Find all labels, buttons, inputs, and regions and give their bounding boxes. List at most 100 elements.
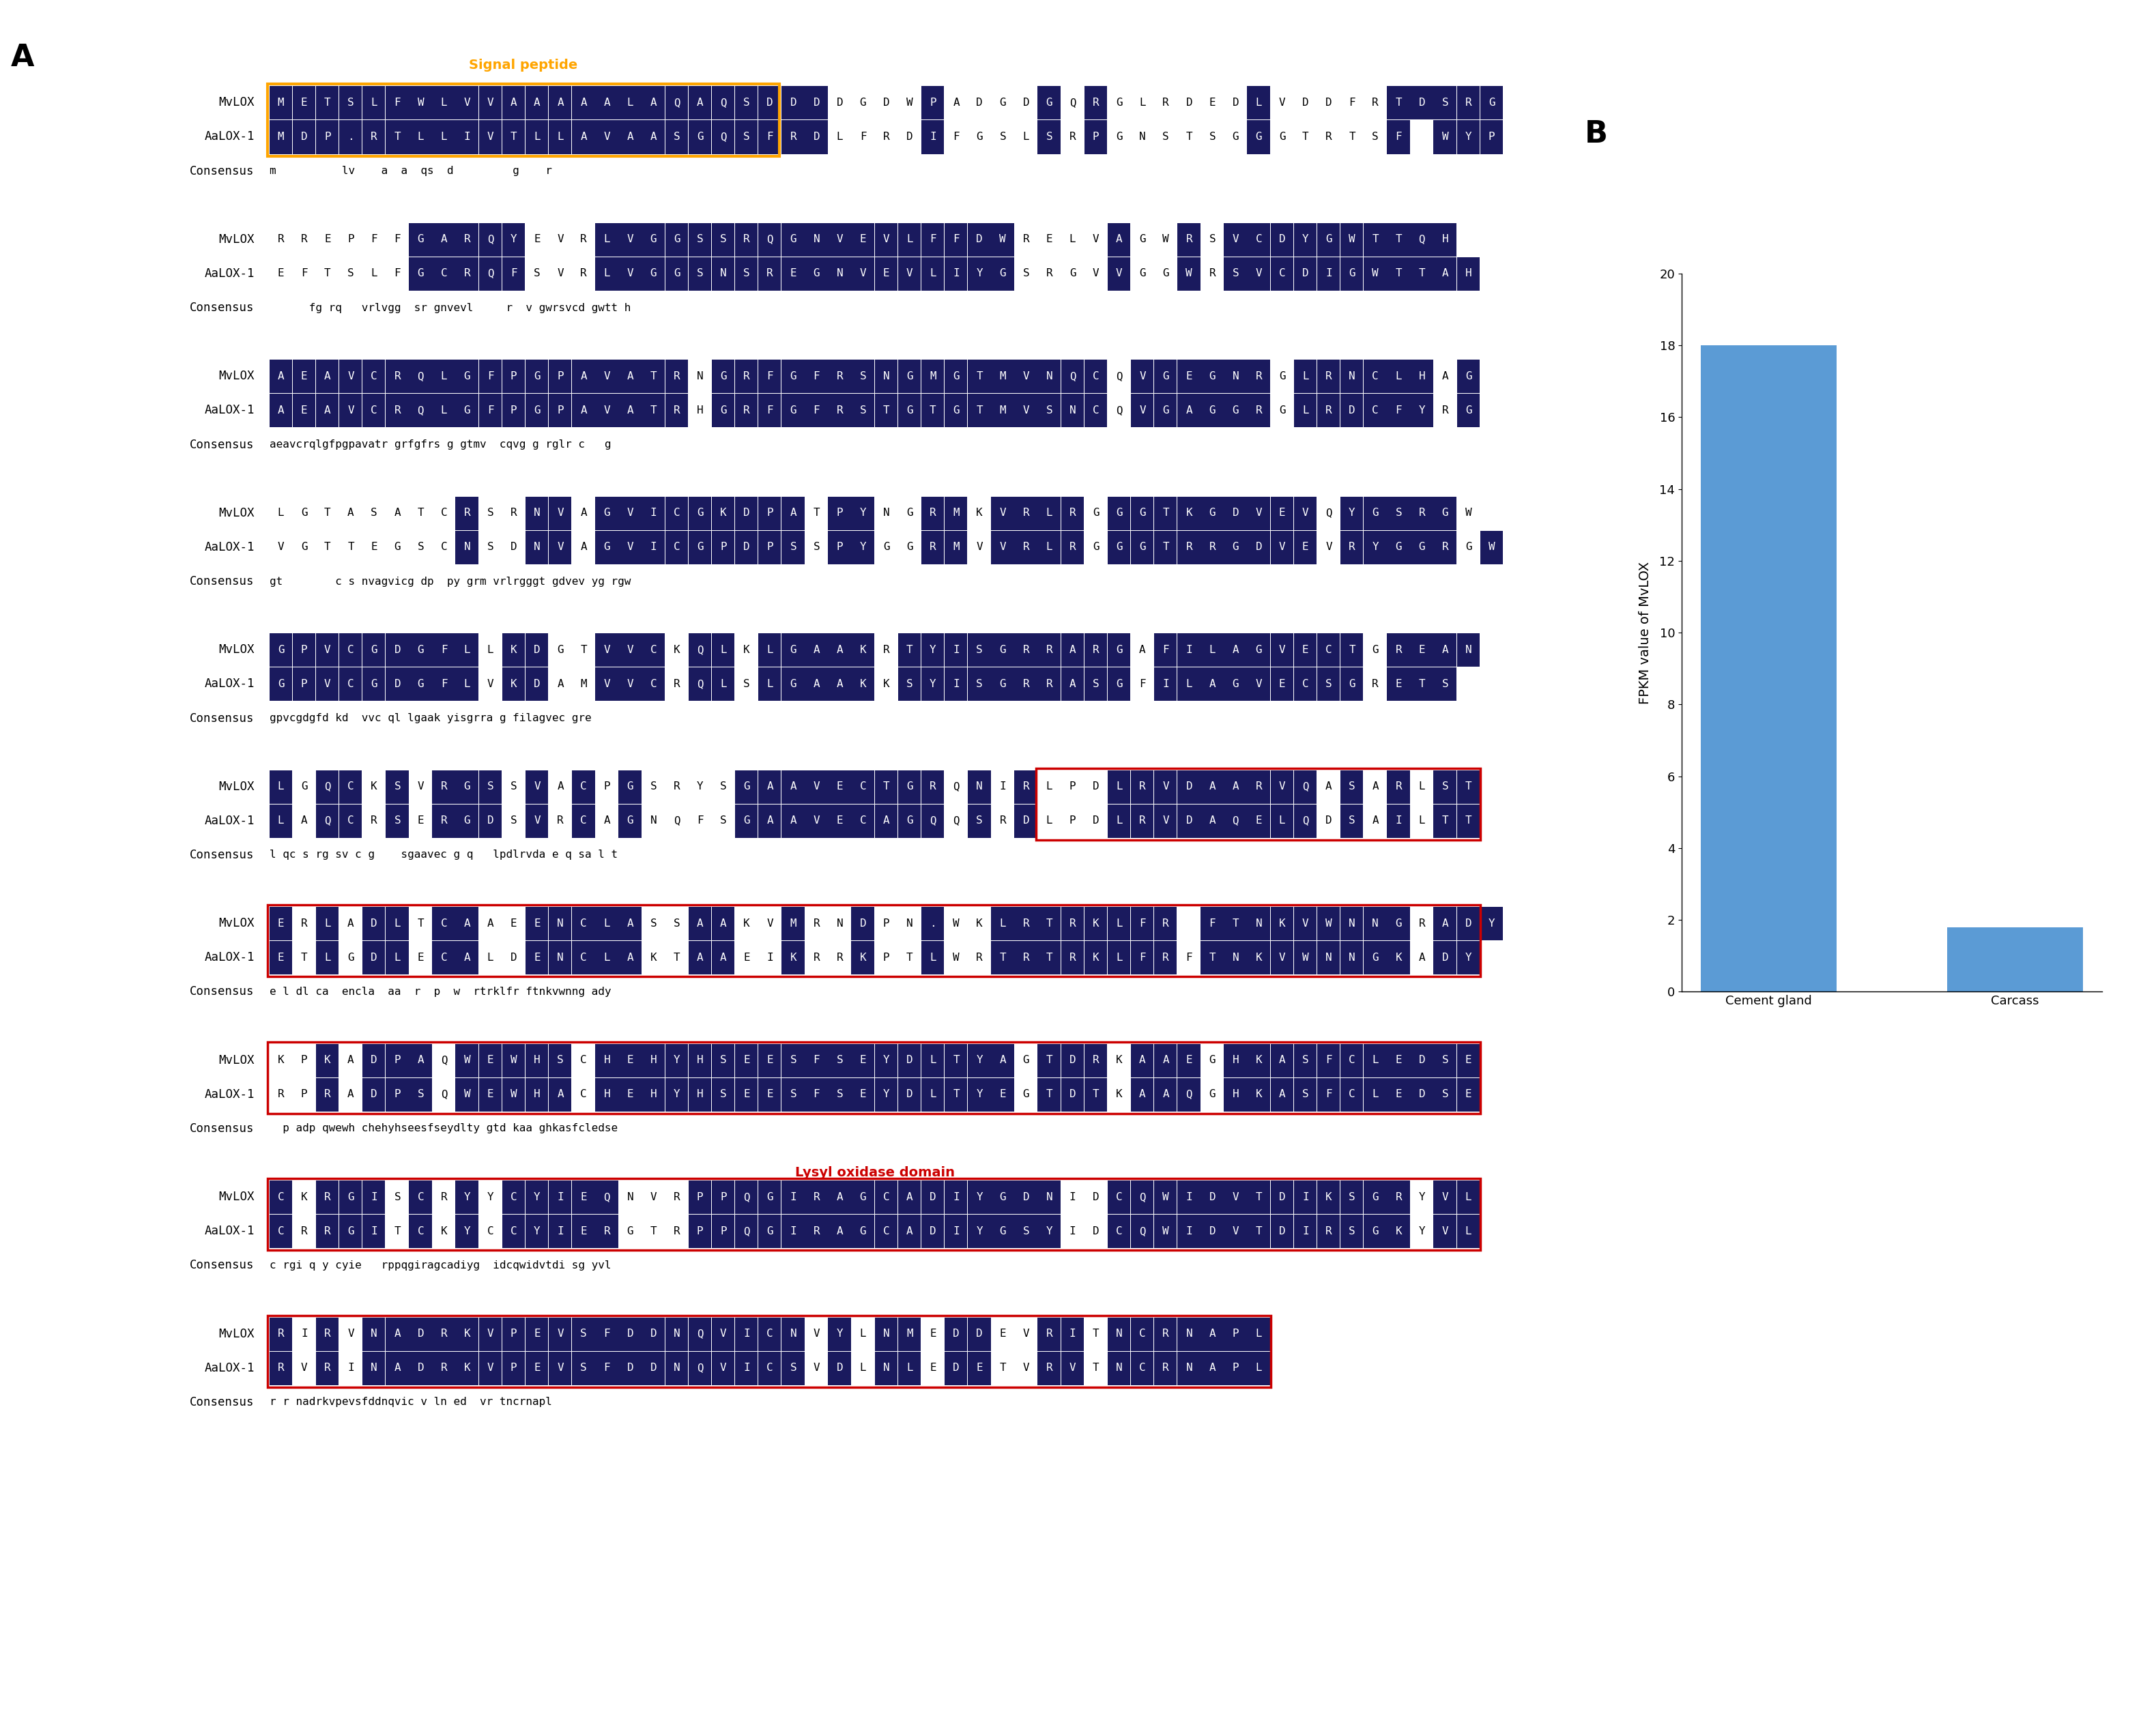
Text: L: L [1302,371,1309,381]
Bar [921,906,944,941]
Bar [1365,941,1386,975]
Bar [828,359,852,393]
Text: R: R [744,405,750,416]
Text: V: V [323,645,330,655]
Text: T: T [1046,1055,1052,1065]
Bar [1015,496,1037,530]
Bar [852,393,873,427]
Bar [899,667,921,701]
Text: C: C [673,542,679,552]
Bar [944,530,968,564]
Text: A: A [627,918,634,929]
Text: P: P [511,1363,517,1373]
Text: T: T [1350,132,1356,142]
Text: E: E [535,1329,541,1339]
Bar [293,633,315,667]
Text: E: E [418,952,425,963]
Bar [780,770,804,804]
Bar [1084,393,1106,427]
Bar [410,667,431,701]
Text: L: L [440,132,446,142]
Text: G: G [535,405,541,416]
Bar [1037,393,1061,427]
Bar [875,359,897,393]
Text: P: P [696,1192,703,1202]
Bar [1386,804,1410,838]
Text: G: G [1046,97,1052,108]
Bar [1037,359,1061,393]
Text: Y: Y [535,1226,541,1236]
Text: S: S [1046,132,1052,142]
Text: D: D [1186,781,1192,792]
Bar [759,667,780,701]
Bar [968,804,990,838]
Text: Y: Y [1371,542,1378,552]
Text: A: A [1279,1055,1285,1065]
Text: L: L [1186,679,1192,689]
Bar [1341,393,1363,427]
Text: K: K [977,918,983,929]
Bar [1341,1043,1363,1077]
Text: N: N [1186,1363,1192,1373]
Text: S: S [1162,132,1169,142]
Bar [711,393,735,427]
Text: L: L [768,679,774,689]
Text: T: T [651,1226,658,1236]
Text: A: A [1069,679,1076,689]
Text: Y: Y [977,1192,983,1202]
Bar [1177,667,1201,701]
Text: K: K [884,679,890,689]
Bar [479,1043,502,1077]
Text: T: T [1442,816,1449,826]
Bar [1434,496,1455,530]
Bar [852,256,873,291]
Bar [479,222,502,256]
Text: H: H [1419,371,1425,381]
Text: L: L [1046,781,1052,792]
Text: L: L [418,132,425,142]
Text: V: V [977,542,983,552]
Text: W: W [1162,234,1169,245]
Bar [595,120,619,154]
Bar [1434,1180,1455,1214]
Bar [1294,1043,1317,1077]
Bar [735,1077,757,1112]
Text: C: C [580,781,586,792]
Bar [1225,1077,1246,1112]
Text: D: D [906,1055,912,1065]
Text: R: R [580,268,586,279]
Text: R: R [1022,542,1028,552]
Bar [921,530,944,564]
Bar [921,633,944,667]
Bar [317,393,338,427]
Text: D: D [906,1089,912,1100]
Bar [362,906,386,941]
Text: C: C [347,645,354,655]
Bar [1015,530,1037,564]
Text: L: L [1302,405,1309,416]
Bar [270,1351,291,1385]
Bar [338,667,362,701]
Text: R: R [1138,816,1145,826]
Text: T: T [1302,132,1309,142]
Bar [1132,1043,1153,1077]
Text: G: G [1326,234,1332,245]
Text: L: L [556,132,563,142]
Text: I: I [1186,1226,1192,1236]
Text: aeavcrqlgfpgpavatr grfgfrs g gtmv  cqvg g rglr c   g: aeavcrqlgfpgpavatr grfgfrs g gtmv cqvg g… [270,439,610,450]
Text: I: I [953,1192,959,1202]
Text: R: R [1326,132,1332,142]
Bar [921,496,944,530]
Text: G: G [1093,542,1100,552]
Text: G: G [556,645,563,655]
Bar [688,256,711,291]
Bar [992,256,1013,291]
Bar [293,359,315,393]
Bar [1481,530,1503,564]
Bar [759,804,780,838]
Text: P: P [604,781,610,792]
Text: A: A [651,97,658,108]
Bar [267,1315,1270,1387]
Bar [595,256,619,291]
Text: Y: Y [977,268,983,279]
